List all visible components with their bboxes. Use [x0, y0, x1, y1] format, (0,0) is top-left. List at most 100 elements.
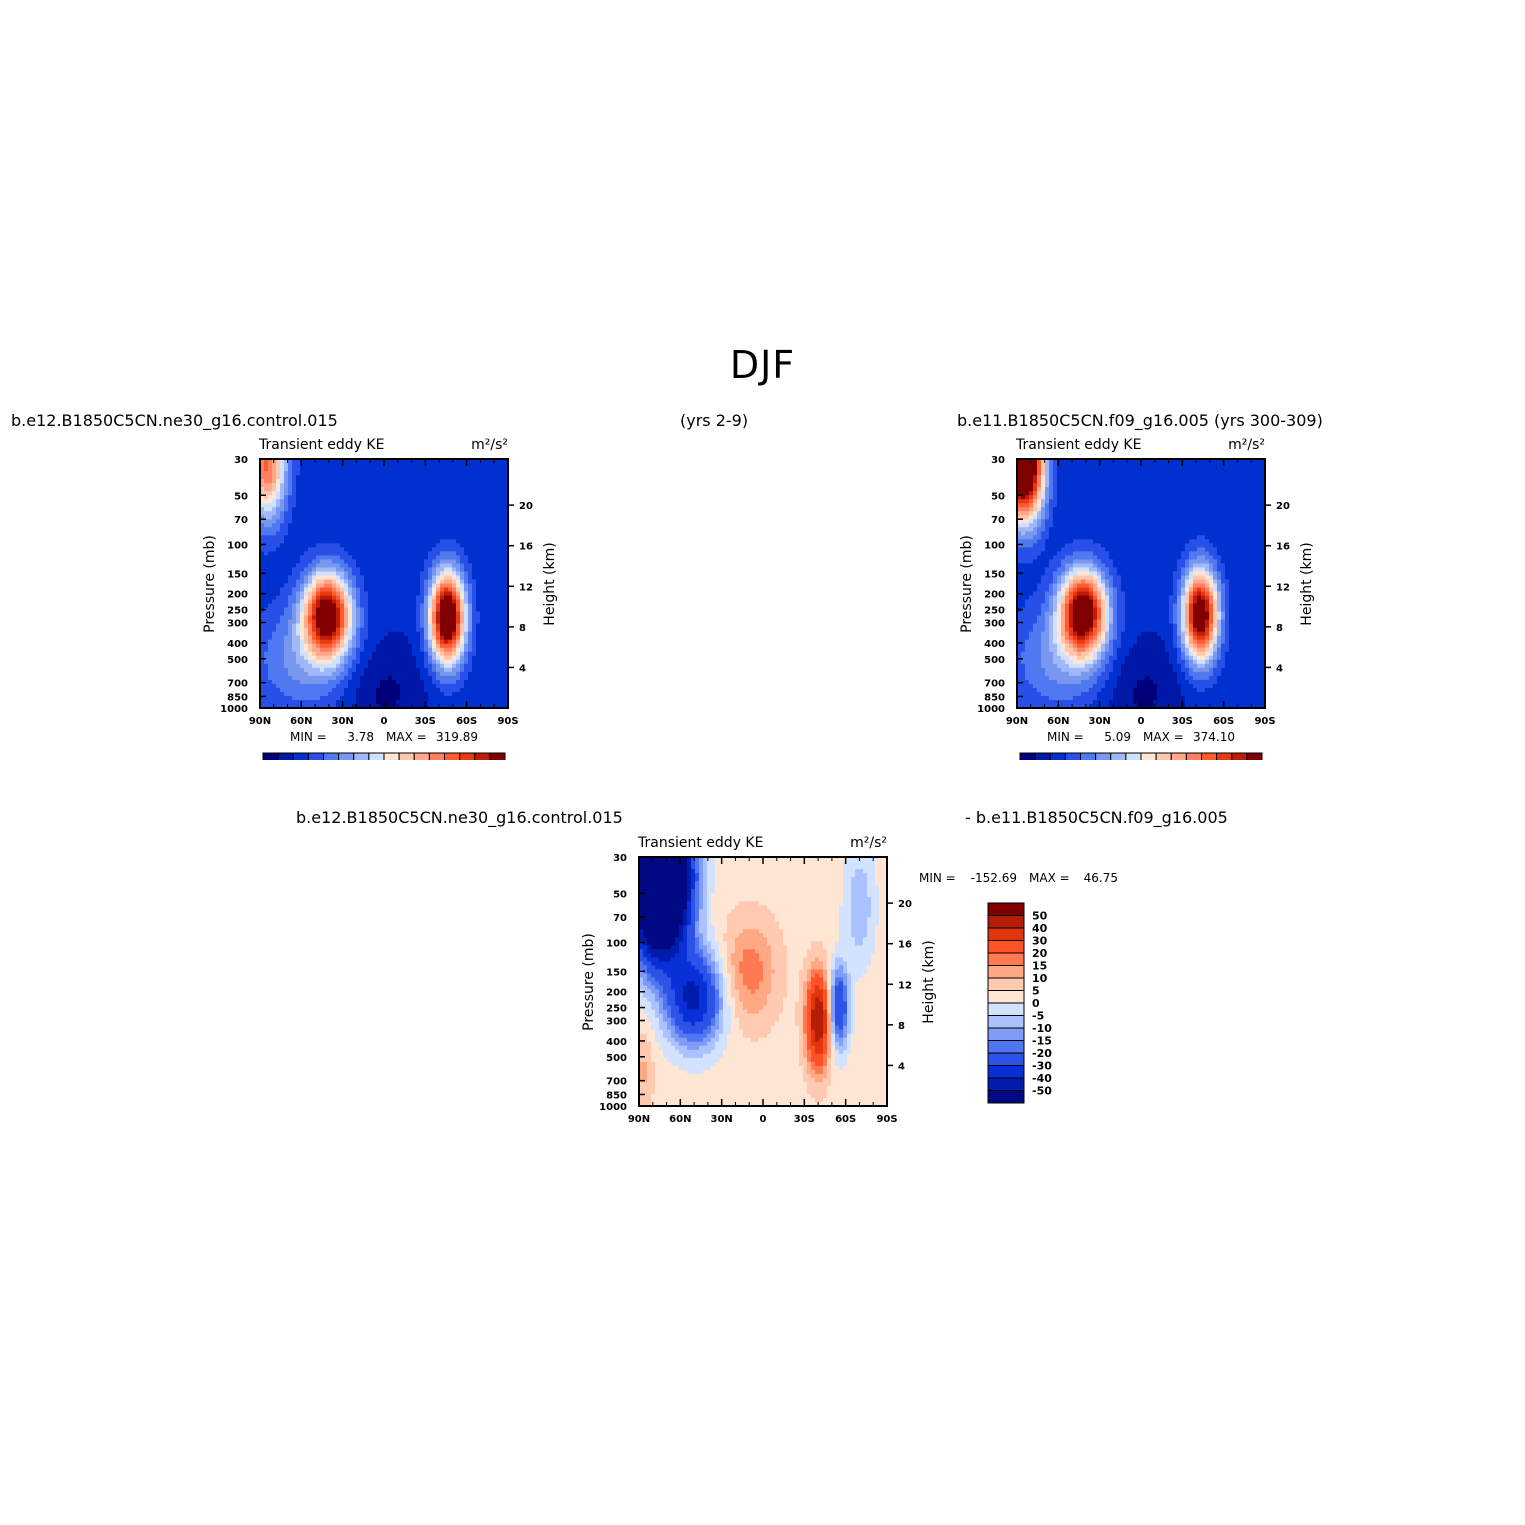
heatmap-cell — [264, 679, 269, 685]
heatmap-cell — [1021, 587, 1026, 593]
heatmap-cell — [1061, 595, 1066, 601]
heatmap-cell — [408, 591, 413, 597]
heatmap-cell — [444, 655, 449, 661]
heatmap-cell — [1073, 611, 1078, 617]
heatmap-cell — [424, 463, 429, 468]
heatmap-cell — [1077, 655, 1082, 661]
heatmap-cell — [276, 695, 281, 701]
heatmap-cell — [1077, 595, 1082, 601]
heatmap-cell — [396, 559, 401, 565]
heatmap-cell — [356, 599, 361, 605]
heatmap-cell — [308, 583, 313, 589]
heatmap-cell — [392, 587, 397, 593]
heatmap-cell — [304, 687, 309, 693]
heatmap-cell — [432, 475, 437, 480]
heatmap-cell — [1041, 507, 1046, 512]
heatmap-cell — [312, 555, 317, 561]
heatmap-cell — [472, 547, 477, 552]
heatmap-cell — [456, 503, 461, 508]
heatmap-cell — [484, 535, 489, 540]
heatmap-cell — [384, 659, 389, 665]
heatmap-cell — [1049, 583, 1054, 589]
heatmap-cell — [488, 631, 493, 637]
heatmap-cell — [432, 591, 437, 597]
heatmap-cell — [288, 483, 293, 488]
heatmap-cell — [504, 483, 509, 488]
heatmap-cell — [264, 651, 269, 657]
heatmap-cell — [1073, 631, 1078, 637]
heatmap-cell — [1073, 587, 1078, 593]
heatmap-cell — [320, 503, 325, 508]
heatmap-cell — [324, 483, 329, 488]
heatmap-cell — [448, 699, 453, 705]
heatmap-cell — [492, 463, 497, 468]
heatmap-cell — [376, 615, 381, 621]
heatmap-cell — [444, 667, 449, 673]
heatmap-cell — [1057, 631, 1062, 637]
heatmap-cell — [308, 595, 313, 601]
heatmap-cell — [396, 683, 401, 689]
heatmap-cell — [1065, 507, 1070, 512]
heatmap-cell — [1037, 659, 1042, 665]
heatmap-cell — [268, 655, 273, 661]
heatmap-cell — [300, 531, 305, 536]
heatmap-cell — [452, 655, 457, 661]
heatmap-cell — [268, 539, 273, 544]
heatmap-cell — [488, 475, 493, 480]
heatmap-cell — [1017, 603, 1022, 609]
heatmap-cell — [332, 579, 337, 585]
heatmap-cell — [1037, 511, 1042, 516]
heatmap-cell — [456, 511, 461, 516]
heatmap-cell — [496, 703, 501, 709]
heatmap-cell — [364, 499, 369, 504]
heatmap-cell — [416, 699, 421, 705]
heatmap-cell — [320, 475, 325, 480]
heatmap-cell — [352, 467, 357, 472]
heatmap-cell — [1045, 651, 1050, 657]
heatmap-cell — [304, 699, 309, 705]
heatmap-cell — [292, 583, 297, 589]
heatmap-cell — [308, 527, 313, 532]
heatmap-cell — [1073, 551, 1078, 556]
heatmap-cell — [376, 595, 381, 601]
heatmap-cell — [276, 615, 281, 621]
heatmap-cell — [380, 523, 385, 528]
heatmap-cell — [360, 651, 365, 657]
heatmap-cell — [404, 619, 409, 625]
heatmap-cell — [376, 559, 381, 565]
heatmap-cell — [348, 619, 353, 625]
heatmap-cell — [312, 483, 317, 488]
heatmap-cell — [504, 639, 509, 645]
heatmap-cell — [320, 623, 325, 629]
heatmap-cell — [476, 603, 481, 609]
heatmap-cell — [464, 483, 469, 488]
heatmap-cell — [432, 691, 437, 697]
heatmap-cell — [472, 619, 477, 625]
heatmap-cell — [1049, 459, 1054, 464]
heatmap-cell — [348, 527, 353, 532]
heatmap-cell — [456, 459, 461, 464]
heatmap-cell — [284, 591, 289, 597]
heatmap-cell — [344, 631, 349, 637]
heatmap-cell — [1025, 699, 1030, 705]
heatmap-cell — [340, 619, 345, 625]
heatmap-cell — [392, 643, 397, 649]
heatmap-cell — [380, 599, 385, 605]
heatmap-cell — [452, 603, 457, 609]
heatmap-cell — [1045, 647, 1050, 653]
heatmap-cell — [1017, 539, 1022, 544]
heatmap-cell — [1025, 551, 1030, 556]
heatmap-cell — [1049, 611, 1054, 617]
heatmap-cell — [1065, 595, 1070, 601]
heatmap-cell — [1041, 471, 1046, 476]
heatmap-cell — [372, 607, 377, 613]
heatmap-cell — [476, 535, 481, 540]
heatmap-cell — [1057, 547, 1062, 552]
heatmap-cell — [1045, 683, 1050, 689]
heatmap-cell — [1021, 479, 1026, 484]
heatmap-cell — [1053, 535, 1058, 540]
heatmap-cell — [276, 663, 281, 669]
heatmap-cell — [472, 599, 477, 605]
heatmap-cell — [468, 475, 473, 480]
heatmap-cell — [304, 587, 309, 593]
